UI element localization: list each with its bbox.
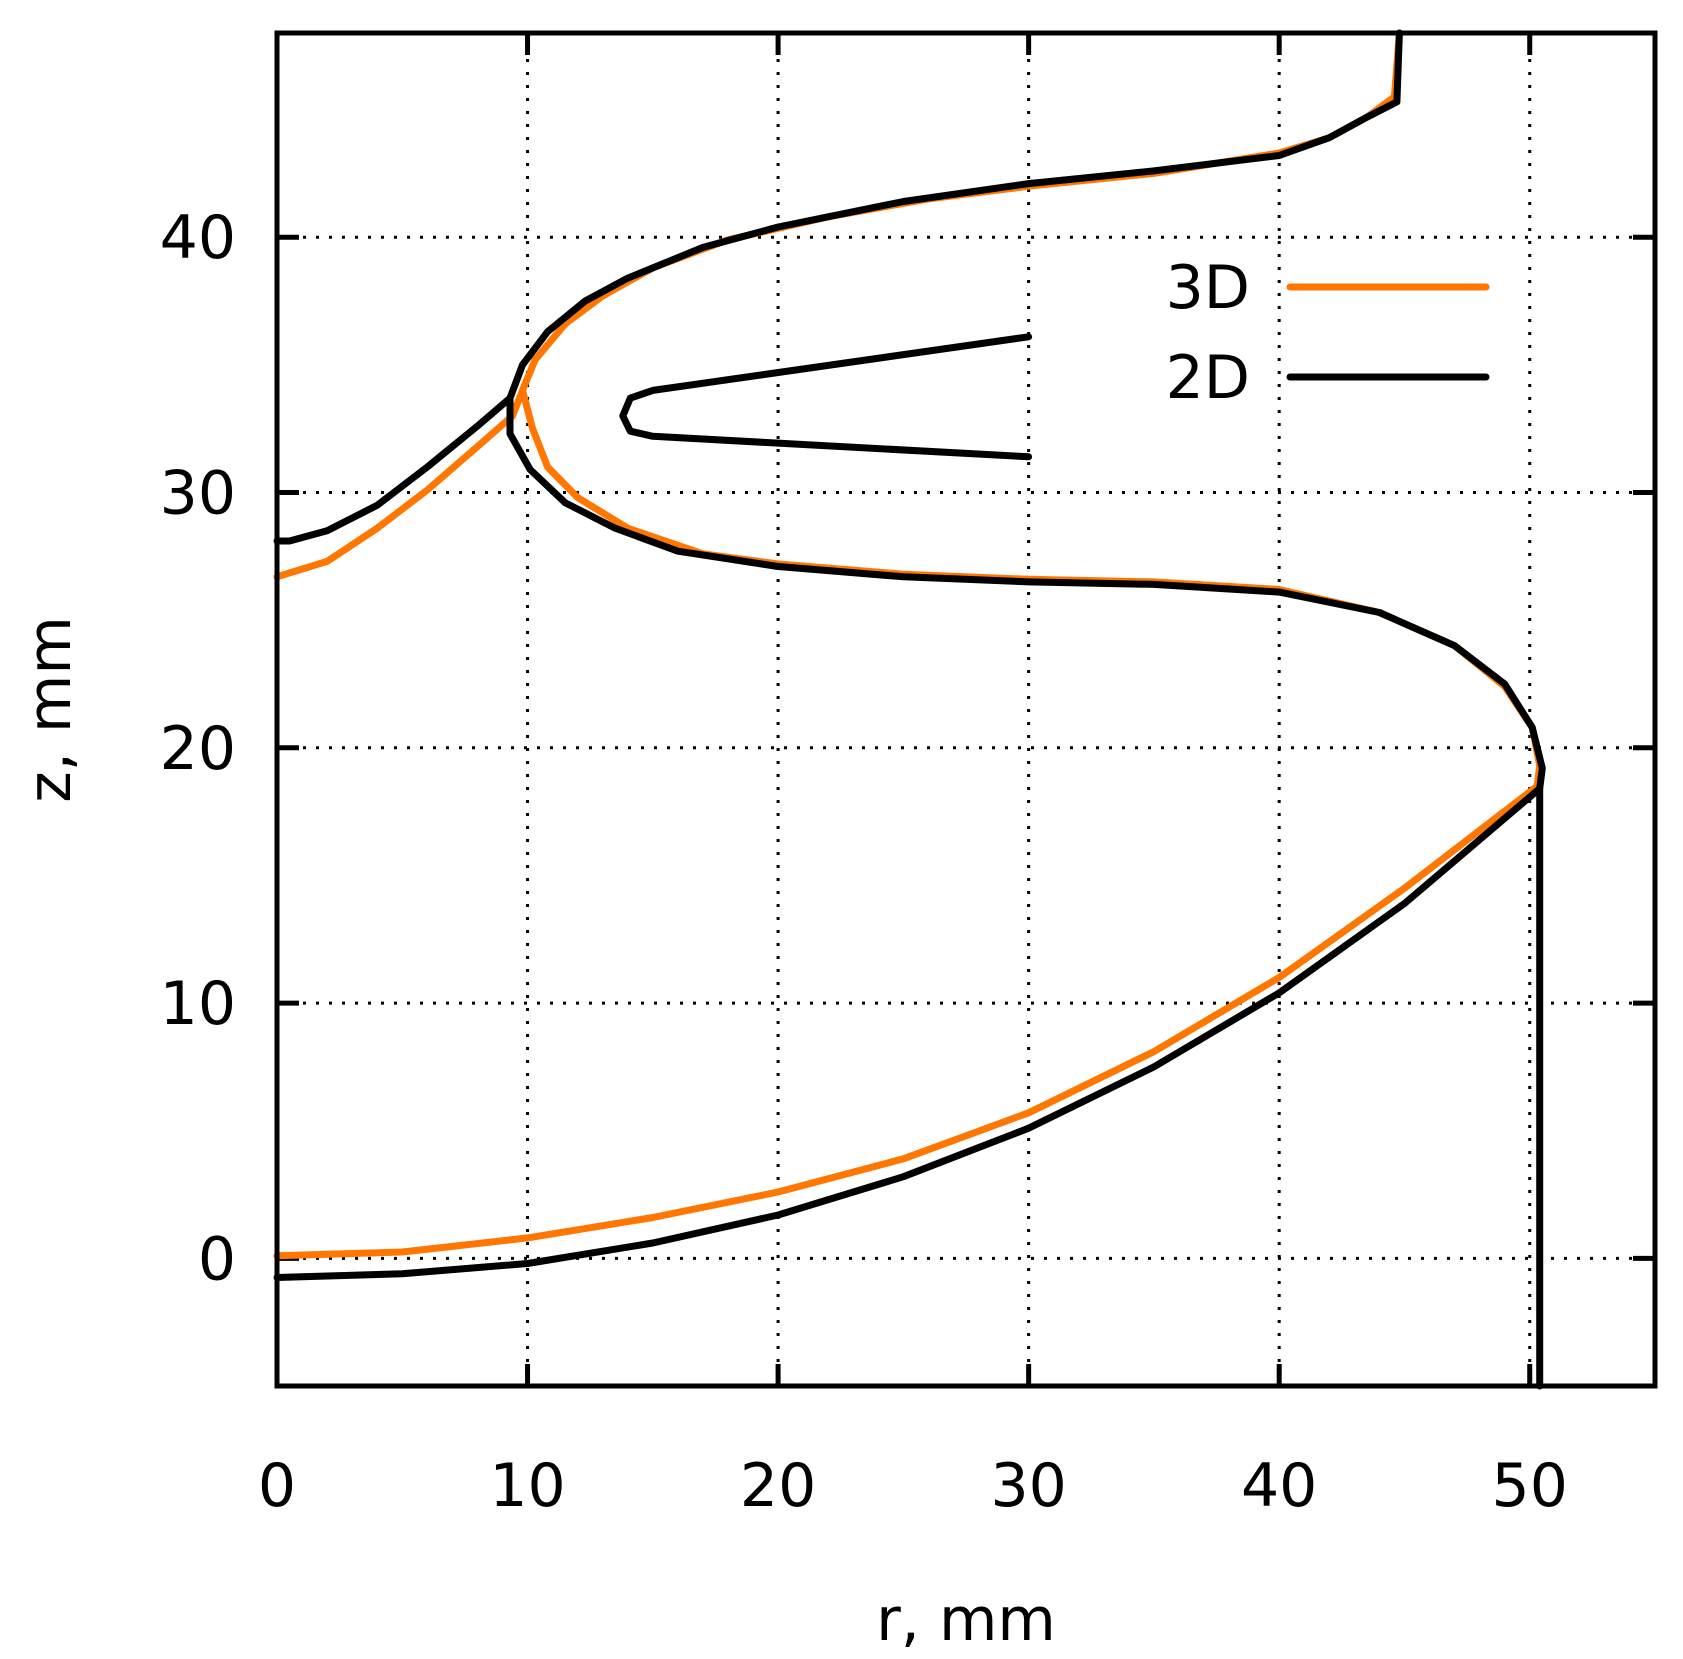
x-tick-label: 30 [990,1451,1066,1521]
grid [277,33,1655,1386]
tick-labels: 0 10 20 30 40 50 0 10 20 30 40 [160,203,1568,1521]
y-tick-label: 30 [160,459,236,529]
legend-label-2d: 2D [1166,343,1250,413]
series-line-3d [519,386,1544,790]
y-tick-label: 10 [160,969,236,1039]
x-tick-label: 0 [258,1451,296,1521]
x-axis-label: r, mm [876,1585,1056,1655]
x-tick-label: 40 [1241,1451,1317,1521]
plot-frame [274,30,1658,1389]
series-line-2d [619,333,1033,461]
y-tick-label: 0 [198,1224,236,1294]
series-line-2d [273,29,1403,545]
x-tick-label: 10 [489,1451,565,1521]
series-line-3d [273,782,1541,1260]
y-axis-label: z, mm [15,616,85,803]
legend-label-3d: 3D [1166,253,1250,323]
legend: 3D 2D [1166,253,1490,413]
x-tick-label: 50 [1492,1451,1568,1521]
series-3d [273,29,1544,1260]
series-line-2d [506,394,1546,793]
series-lines [273,29,1546,1390]
x-tick-label: 20 [740,1451,816,1521]
series-line-2d [273,785,1544,1281]
series-2d [273,29,1546,1390]
y-tick-label: 20 [160,714,236,784]
y-tick-label: 40 [160,203,236,273]
